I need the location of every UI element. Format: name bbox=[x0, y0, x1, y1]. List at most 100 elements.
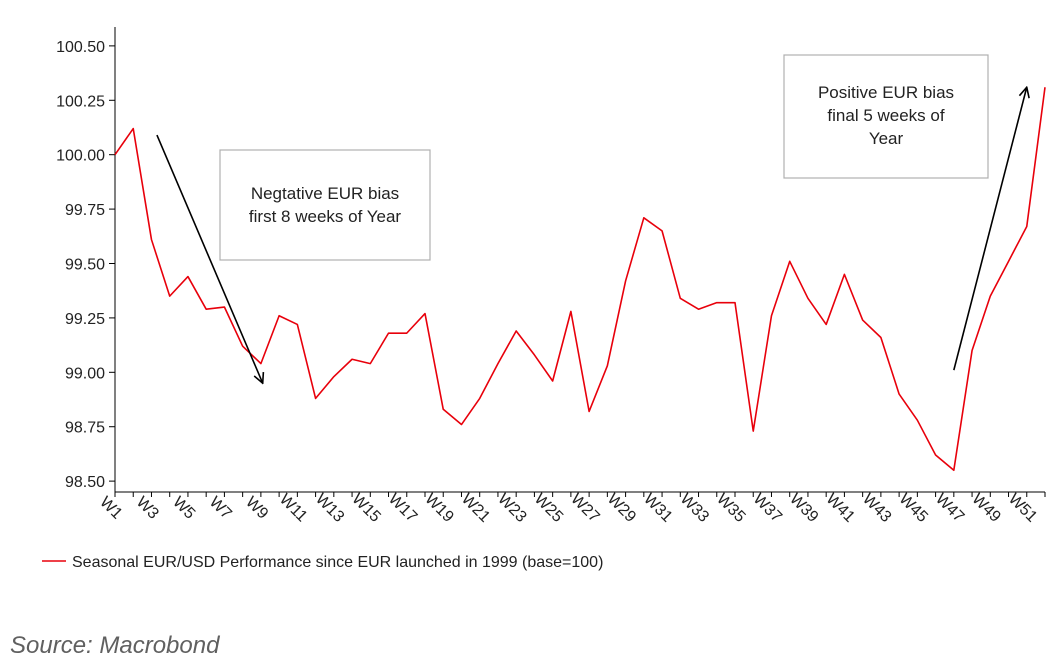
x-tick-label: W9 bbox=[242, 494, 271, 523]
x-tick-label: W7 bbox=[206, 494, 235, 523]
y-tick-label: 100.25 bbox=[56, 93, 105, 110]
y-tick-label: 99.25 bbox=[65, 311, 105, 328]
positive-bias-box bbox=[783, 54, 989, 179]
data-point bbox=[349, 356, 355, 362]
data-point bbox=[440, 406, 446, 412]
y-tick-label: 98.50 bbox=[65, 474, 105, 491]
data-point bbox=[914, 417, 920, 423]
x-tick-label: W39 bbox=[786, 491, 821, 526]
x-tick-label: W41 bbox=[823, 491, 858, 526]
y-axis: 98.50 98.75 99.00 99.25 99.50 99.75 100.00 100.… bbox=[56, 27, 116, 492]
data-point bbox=[768, 313, 774, 319]
x-axis: W1 W3 W5 W7 W9 W11 W13 W15 W17 W19 W21 W23 W25 W27 W29… bbox=[96, 491, 1046, 526]
positive-bias-text-line: final 5 weeks of bbox=[827, 106, 944, 125]
x-tick-label: W37 bbox=[750, 491, 785, 526]
data-point bbox=[750, 428, 756, 434]
x-tick-label: W1 bbox=[96, 494, 125, 523]
negative-bias-text-line: Negtative EUR bias bbox=[251, 184, 399, 203]
data-point bbox=[732, 300, 738, 306]
x-tick-label: W49 bbox=[968, 491, 1003, 526]
data-point bbox=[477, 395, 483, 401]
x-tick-label: W19 bbox=[421, 491, 456, 526]
positive-bias-text-line: Positive EUR bias bbox=[818, 83, 954, 102]
data-point bbox=[167, 293, 173, 299]
data-point bbox=[531, 352, 537, 358]
y-tick-label: 100.00 bbox=[56, 148, 105, 165]
data-point bbox=[148, 237, 154, 243]
data-point bbox=[969, 348, 975, 354]
x-tick-label: W5 bbox=[169, 494, 198, 523]
data-point bbox=[1042, 84, 1048, 90]
data-point bbox=[112, 152, 118, 158]
data-point bbox=[258, 361, 264, 367]
data-point bbox=[987, 293, 993, 299]
negative-bias-text-line: first 8 weeks of Year bbox=[249, 207, 401, 226]
data-point bbox=[422, 311, 428, 317]
x-tick-label: W29 bbox=[604, 491, 639, 526]
x-tick-label: W3 bbox=[133, 494, 162, 523]
data-point bbox=[185, 274, 191, 280]
data-point bbox=[568, 308, 574, 314]
x-tick-label: W35 bbox=[713, 491, 748, 526]
data-point bbox=[1024, 224, 1030, 230]
data-point bbox=[495, 361, 501, 367]
data-point bbox=[458, 422, 464, 428]
x-tick-label: W11 bbox=[276, 491, 311, 526]
series-line-0 bbox=[114, 87, 1046, 472]
data-point bbox=[276, 313, 282, 319]
x-tick-label: W13 bbox=[312, 491, 347, 526]
x-tick-label: W27 bbox=[567, 491, 602, 526]
data-point bbox=[367, 361, 373, 367]
data-point bbox=[203, 306, 209, 312]
x-tick-label: W47 bbox=[932, 491, 967, 526]
data-point bbox=[860, 317, 866, 323]
data-point bbox=[805, 295, 811, 301]
y-tick-label: 99.75 bbox=[65, 202, 105, 219]
x-tick-label: W51 bbox=[1005, 491, 1040, 526]
data-point bbox=[896, 391, 902, 397]
negative-bias-arrow bbox=[156, 134, 263, 383]
data-point bbox=[933, 452, 939, 458]
data-point bbox=[404, 330, 410, 336]
data-point bbox=[878, 334, 884, 340]
data-point bbox=[331, 374, 337, 380]
x-tick-label: W15 bbox=[348, 491, 383, 526]
data-point bbox=[623, 278, 629, 284]
data-point bbox=[294, 321, 300, 327]
x-tick-label: W31 bbox=[640, 491, 675, 526]
data-point bbox=[677, 295, 683, 301]
data-point bbox=[641, 215, 647, 221]
x-tick-label: W33 bbox=[677, 491, 712, 526]
data-point bbox=[841, 271, 847, 277]
source-caption: Source: Macrobond bbox=[10, 632, 220, 659]
data-point bbox=[714, 300, 720, 306]
y-tick-label: 100.50 bbox=[56, 39, 105, 56]
series-group bbox=[112, 84, 1048, 473]
data-point bbox=[604, 363, 610, 369]
x-tick-label: W43 bbox=[859, 491, 894, 526]
data-point bbox=[386, 330, 392, 336]
x-tick-label: W23 bbox=[494, 491, 529, 526]
data-point bbox=[823, 321, 829, 327]
y-tick-label: 99.50 bbox=[65, 257, 105, 274]
data-point bbox=[696, 306, 702, 312]
x-tick-label: W17 bbox=[385, 491, 420, 526]
x-tick-label: W45 bbox=[896, 491, 931, 526]
data-point bbox=[659, 228, 665, 234]
legend: Seasonal EUR/USD Performance since EUR l… bbox=[42, 554, 603, 571]
positive-bias-arrow bbox=[953, 87, 1027, 371]
data-point bbox=[130, 126, 136, 132]
data-point bbox=[313, 395, 319, 401]
y-tick-label: 98.75 bbox=[65, 420, 105, 437]
y-tick-label: 99.00 bbox=[65, 365, 105, 382]
positive-bias-text-line: Year bbox=[869, 129, 904, 148]
data-point bbox=[951, 467, 957, 473]
data-point bbox=[513, 328, 519, 334]
negative-bias-box bbox=[219, 149, 431, 261]
line-chart: 98.50 98.75 99.00 99.25 99.50 99.75 100.00 100.… bbox=[42, 27, 1048, 571]
annotations: Negtative EUR bias first 8 weeks of Year P… bbox=[156, 54, 1027, 383]
data-point bbox=[221, 304, 227, 310]
data-point bbox=[240, 343, 246, 349]
data-point bbox=[1006, 258, 1012, 264]
data-point bbox=[787, 258, 793, 264]
